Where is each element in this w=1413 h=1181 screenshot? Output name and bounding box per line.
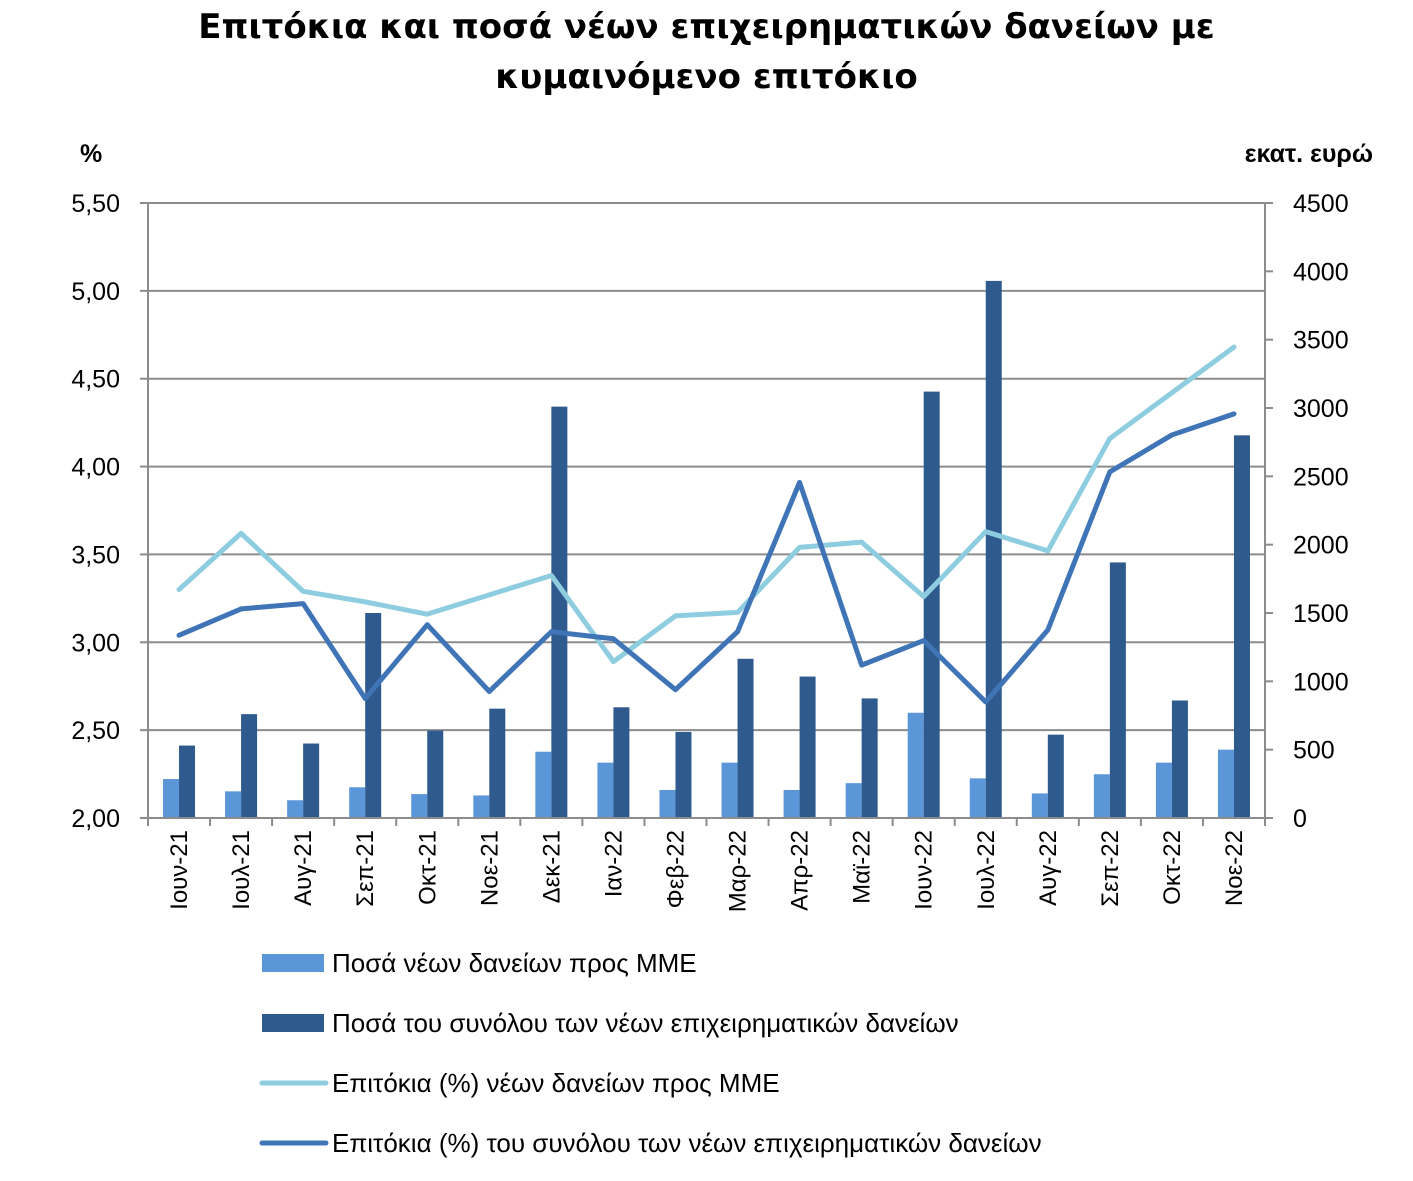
gridlines — [148, 202, 1265, 732]
bar — [303, 743, 320, 818]
bar — [1217, 749, 1234, 818]
bar — [1233, 435, 1250, 818]
bar — [985, 280, 1002, 818]
right-tick-label: 3000 — [1293, 395, 1349, 423]
left-tick-label: 5,00 — [71, 278, 120, 306]
category-label: Ιουν-21 — [166, 830, 193, 910]
bar — [1047, 734, 1064, 818]
category-label: Σεπ-22 — [1097, 830, 1124, 907]
right-tick-label: 500 — [1293, 737, 1335, 765]
legend: Ποσά νέων δανείων προς ΜΜΕ Ποσά του συνόλ… — [259, 948, 1042, 1158]
axes: 2,00 2,50 3,00 3,50 4,00 4,50 5,00 5,50 0 500 1000… — [71, 190, 1348, 912]
bar — [225, 791, 242, 818]
bar — [613, 707, 630, 818]
bar — [861, 698, 878, 818]
left-unit-label: % — [80, 140, 102, 168]
category-label: Φεβ-22 — [662, 830, 689, 908]
bar-series — [163, 280, 1250, 818]
left-tick-label: 3,50 — [71, 541, 120, 569]
bar — [597, 762, 614, 818]
bar — [473, 795, 490, 818]
category-label: Οκτ-21 — [414, 830, 441, 905]
bar — [675, 731, 692, 818]
bar — [923, 391, 940, 818]
bar — [783, 789, 800, 818]
legend-label: Επιτόκια (%) νέων δανείων προς ΜΜΕ — [332, 1068, 780, 1098]
legend-swatch — [262, 954, 324, 972]
series-line — [176, 411, 1237, 705]
bar — [737, 658, 754, 818]
bar — [427, 730, 444, 818]
legend-label: Ποσά νέων δανείων προς ΜΜΕ — [332, 948, 697, 978]
legend-label: Επιτόκια (%) του συνόλου των νέων επιχει… — [332, 1128, 1042, 1158]
right-tick-label: 2000 — [1293, 532, 1349, 560]
bar — [551, 406, 568, 818]
right-tick-label: 1000 — [1293, 668, 1349, 696]
bar — [535, 751, 552, 818]
category-label: Ιουλ-22 — [973, 830, 1000, 910]
category-label: Νοε-22 — [1221, 830, 1248, 906]
category-label: Αυγ-22 — [1035, 830, 1062, 906]
category-label: Απρ-22 — [787, 830, 814, 911]
category-label: Δεκ-21 — [538, 830, 565, 903]
right-tick-label: 4000 — [1293, 258, 1349, 286]
bar — [241, 714, 258, 818]
chart-title: Επιτόκια και ποσά νέων επιχειρηματικών δ… — [198, 7, 1215, 97]
bar — [489, 708, 506, 818]
bar — [411, 794, 428, 818]
right-tick-label: 2500 — [1293, 463, 1349, 491]
category-label: Αυγ-21 — [290, 830, 317, 906]
bar — [1109, 562, 1126, 818]
bar — [179, 745, 196, 818]
bar — [1093, 774, 1110, 818]
bar — [659, 789, 676, 818]
bar — [349, 787, 366, 818]
right-tick-label: 1500 — [1293, 600, 1349, 628]
category-label: Ιουν-22 — [911, 830, 938, 910]
bar — [163, 779, 180, 818]
bar — [845, 783, 862, 818]
category-label: Μαρ-22 — [725, 830, 752, 912]
bar — [799, 676, 816, 818]
right-unit-label: εκατ. ευρώ — [1245, 140, 1373, 168]
bar — [1171, 700, 1188, 818]
left-tick-label: 2,50 — [71, 717, 120, 745]
left-tick-label: 4,50 — [71, 366, 120, 394]
line-series — [176, 344, 1237, 705]
right-tick-label: 3500 — [1293, 327, 1349, 355]
left-tick-label: 3,00 — [71, 629, 120, 657]
category-label: Νοε-21 — [476, 830, 503, 906]
left-tick-label: 5,50 — [71, 190, 120, 218]
bar — [287, 800, 304, 818]
left-tick-label: 2,00 — [71, 805, 120, 833]
bar — [365, 613, 382, 818]
series-line — [176, 344, 1237, 665]
category-label: Ιαν-22 — [600, 830, 627, 897]
right-tick-label: 0 — [1293, 805, 1307, 833]
right-tick-label: 4500 — [1293, 190, 1349, 218]
category-label: Σεπ-21 — [352, 830, 379, 907]
legend-swatch — [262, 1014, 324, 1032]
left-tick-label: 4,00 — [71, 454, 120, 482]
legend-label: Ποσά του συνόλου των νέων επιχειρηματικώ… — [332, 1008, 959, 1038]
bar — [907, 712, 924, 818]
bar — [1155, 762, 1172, 818]
bar — [721, 762, 738, 818]
bar — [1031, 793, 1048, 818]
category-label: Οκτ-22 — [1159, 830, 1186, 905]
bar — [969, 778, 986, 818]
category-label: Ιουλ-21 — [228, 830, 255, 910]
category-label: Μαϊ-22 — [849, 830, 876, 904]
